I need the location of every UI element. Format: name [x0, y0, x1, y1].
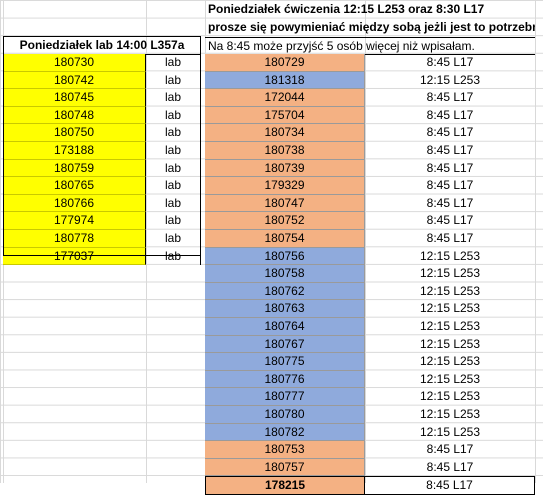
lab-student-id-cell[interactable]: 180745: [3, 89, 146, 107]
exercise-student-id-cell[interactable]: 180729: [205, 54, 365, 72]
exercise-student-id-cell[interactable]: 180752: [205, 212, 365, 230]
exercise-slot-cell[interactable]: 8:45 L17: [426, 160, 474, 175]
lab-type-cell[interactable]: lab: [146, 194, 201, 213]
exercise-student-id-cell[interactable]: 180756: [205, 247, 365, 266]
header-line-1[interactable]: Poniedziałek ćwiczenia 12:15 L253 oraz 8…: [208, 2, 485, 16]
exercise-slot-cell[interactable]: 12:15 L253: [419, 72, 481, 87]
lab-student-id-cell[interactable]: 180750: [3, 124, 146, 142]
exercise-slot-cell[interactable]: 12:15 L253: [419, 336, 481, 351]
exercise-slot-cell[interactable]: 12:15 L253: [419, 248, 481, 263]
lab-student-id-cell[interactable]: 173188: [3, 142, 146, 160]
exercise-slot-cell[interactable]: 8:45 L17: [426, 107, 474, 122]
lab-type-cell[interactable]: lab: [146, 247, 201, 266]
exercise-student-id-cell[interactable]: 180762: [205, 282, 365, 301]
column-divider: [146, 0, 147, 483]
lab-type-cell[interactable]: lab: [146, 177, 201, 195]
exercise-student-id-cell[interactable]: 180767: [205, 335, 365, 354]
exercise-slot-cell[interactable]: 8:45 L17: [426, 195, 474, 210]
exercise-slot-cell[interactable]: 12:15 L253: [419, 424, 481, 439]
table-border: [3, 255, 201, 256]
exercise-student-id-cell[interactable]: 180776: [205, 370, 365, 389]
lab-student-id-cell[interactable]: 180778: [3, 230, 146, 248]
lab-student-id-cell[interactable]: 180730: [3, 54, 146, 72]
exercise-student-id-cell[interactable]: 180739: [205, 159, 365, 178]
lab-type-cell[interactable]: lab: [146, 212, 201, 230]
lab-student-id-cell[interactable]: 177037: [3, 247, 146, 266]
exercise-slot-cell[interactable]: 12:15 L253: [419, 319, 481, 333]
exercise-student-id-cell[interactable]: 179329: [205, 177, 365, 195]
lab-type-cell[interactable]: lab: [146, 54, 201, 72]
lab-student-id-cell[interactable]: 180748: [3, 106, 146, 125]
lab-group-title[interactable]: Poniedziałek lab 14:00 L357a: [3, 36, 201, 55]
column-divider: [535, 0, 536, 483]
exercise-slot-cell[interactable]: 12:15 L253: [419, 407, 481, 421]
exercise-slot-cell[interactable]: 8:45 L17: [426, 125, 474, 140]
exercise-student-id-cell[interactable]: 180782: [205, 423, 365, 442]
lab-student-id-cell[interactable]: 180766: [3, 194, 146, 213]
table-border: [3, 36, 4, 256]
exercise-slot-cell[interactable]: 12:15 L253: [419, 301, 481, 316]
exercise-student-id-cell[interactable]: 175704: [205, 106, 365, 125]
exercise-student-id-cell[interactable]: 180754: [205, 230, 365, 248]
exercise-student-id-cell[interactable]: 180780: [205, 406, 365, 424]
exercise-student-id-cell[interactable]: 181318: [205, 71, 365, 90]
lab-student-id-cell[interactable]: 180759: [3, 159, 146, 178]
exercise-slot-cell[interactable]: 12:15 L253: [419, 266, 481, 281]
exercise-student-id-cell[interactable]: 172044: [205, 89, 365, 107]
exercise-slot-cell[interactable]: 12:15 L253: [419, 389, 481, 404]
exercise-student-id-cell[interactable]: 180763: [205, 300, 365, 318]
exercise-slot-cell[interactable]: 8:45 L17: [426, 231, 474, 245]
exercise-slot-cell[interactable]: 8:45 L17: [426, 143, 474, 157]
lab-student-id-cell[interactable]: 180765: [3, 177, 146, 195]
exercise-slot-cell[interactable]: 12:15 L253: [419, 283, 481, 298]
exercise-student-id-cell[interactable]: 178215: [205, 476, 365, 495]
exercise-student-id-cell[interactable]: 180734: [205, 124, 365, 142]
exercise-student-id-cell[interactable]: 180764: [205, 318, 365, 336]
exercise-slot-cell[interactable]: 8:45 L17: [426, 55, 474, 69]
exercise-slot-cell[interactable]: 12:15 L253: [419, 371, 481, 386]
exercise-student-id-cell[interactable]: 180757: [205, 458, 365, 477]
exercise-student-id-cell[interactable]: 180775: [205, 353, 365, 371]
exercise-slot-cell[interactable]: 8:45 L17: [426, 90, 474, 105]
exercise-slot-cell[interactable]: 8:45 L17: [426, 213, 474, 228]
exercise-student-id-cell[interactable]: 180758: [205, 265, 365, 283]
header-line-3[interactable]: Na 8:45 może przyjść 5 osób więcej niż w…: [205, 37, 535, 55]
exercise-slot-cell[interactable]: 8:45 L17: [426, 459, 474, 474]
lab-student-id-cell[interactable]: 177974: [3, 212, 146, 230]
exercise-slot-cell[interactable]: 8:45 L17: [426, 178, 474, 193]
lab-student-id-cell[interactable]: 180742: [3, 71, 146, 90]
lab-type-cell[interactable]: lab: [146, 159, 201, 178]
exercise-student-id-cell[interactable]: 180777: [205, 388, 365, 406]
exercise-slot-cell[interactable]: 8:45 L17: [365, 476, 535, 495]
lab-type-cell[interactable]: lab: [146, 142, 201, 160]
header-line-2[interactable]: prosze się powymieniać między sobą jeżli…: [208, 20, 535, 34]
exercise-slot-cell[interactable]: 8:45 L17: [426, 442, 474, 457]
lab-type-cell[interactable]: lab: [146, 230, 201, 248]
exercise-student-id-cell[interactable]: 180738: [205, 142, 365, 160]
lab-type-cell[interactable]: lab: [146, 71, 201, 90]
lab-type-cell[interactable]: lab: [146, 106, 201, 125]
exercise-student-id-cell[interactable]: 180747: [205, 194, 365, 213]
column-divider: [365, 0, 366, 483]
exercise-student-id-cell[interactable]: 180753: [205, 441, 365, 459]
lab-type-cell[interactable]: lab: [146, 124, 201, 142]
lab-type-cell[interactable]: lab: [146, 89, 201, 107]
exercise-slot-cell[interactable]: 12:15 L253: [419, 354, 481, 369]
